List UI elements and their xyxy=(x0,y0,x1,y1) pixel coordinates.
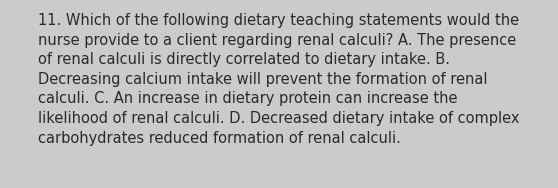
Text: 11. Which of the following dietary teaching statements would the
nurse provide t: 11. Which of the following dietary teach… xyxy=(38,13,519,146)
